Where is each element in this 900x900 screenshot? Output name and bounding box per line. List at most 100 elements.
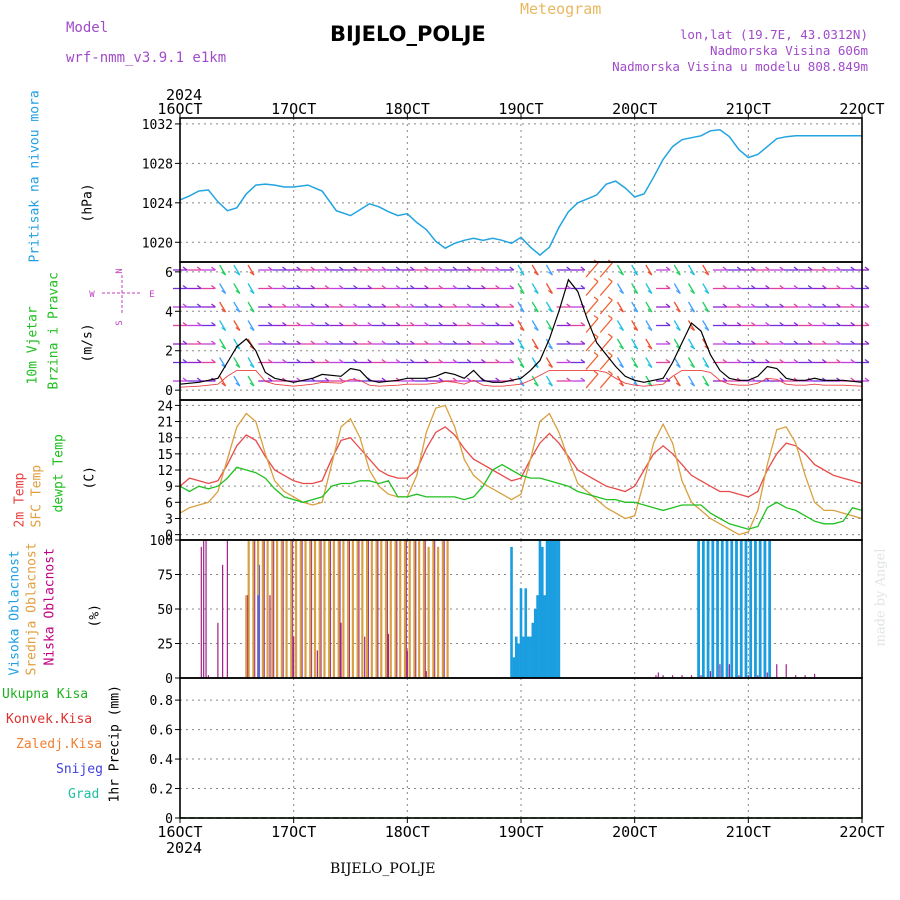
cloud-high-bar (739, 540, 743, 678)
wind-arrow (585, 355, 599, 370)
wind-arrow (531, 320, 539, 331)
wind-arrow-head (211, 358, 216, 364)
wind-arrow-head (704, 326, 710, 332)
wind-arrow-head (704, 271, 710, 276)
wind-arrow-head (249, 382, 255, 387)
wind-arrow-head (607, 333, 613, 338)
cloud-high-bar (720, 540, 724, 678)
wind-arrow-head (690, 363, 695, 369)
wind-arrow-head (452, 284, 458, 290)
wind-arrow-head (665, 340, 671, 345)
wind-arrow-head (395, 358, 401, 364)
wind-arrow-head (722, 340, 728, 345)
cloud-low-bar (785, 664, 787, 678)
wind-arrow (631, 301, 639, 313)
cloud-low-bar (205, 540, 207, 678)
cloud-low-bar (671, 675, 674, 678)
wind-arrow-head (533, 345, 539, 350)
wind-arrow-head (196, 358, 202, 364)
wind-arrow (247, 264, 255, 276)
wind-arrow-head (296, 284, 302, 290)
cloud-mid-bar (247, 540, 250, 678)
cloud-low-bar (434, 540, 436, 678)
wind-arrow-head (593, 296, 599, 301)
wind-arrow-head (338, 340, 344, 345)
wind-arrow-head (221, 289, 227, 295)
cloud-mid-bar (351, 540, 354, 678)
wind-arrow-head (466, 266, 472, 271)
wind-arrow-head (580, 321, 586, 327)
cloud-high-bar (768, 540, 772, 678)
wind-arrow-head (533, 382, 539, 387)
wind-arrow-head (235, 326, 241, 332)
wind-arrow-head (466, 303, 472, 308)
wind-arrow-head (395, 284, 401, 290)
wind-arrow-head (424, 284, 429, 290)
wind-arrow-head (519, 363, 525, 369)
pressure-tick-label: 1020 (142, 236, 173, 251)
wind-arrow-head (282, 266, 287, 271)
wind-arrow (247, 357, 255, 368)
cloud-low-bar (269, 595, 271, 678)
wind-arrow-head (338, 266, 344, 271)
wind-arrow-head (367, 266, 373, 271)
wind-arrow-head (466, 340, 472, 345)
wind-arrow (599, 373, 613, 389)
wind-arrow-head (675, 308, 681, 313)
wind-arrow-head (310, 340, 316, 345)
cloud-mid-bar (418, 540, 421, 678)
cloud-mid-bar (394, 540, 397, 678)
wind-arrow-head (836, 340, 841, 345)
cloud-low-bar (320, 540, 322, 678)
wind-arrow-head (182, 340, 188, 345)
cloud-mid-bar (294, 540, 298, 678)
wind-arrow-head (736, 340, 742, 345)
wind-arrow-head (836, 284, 841, 290)
wind-arrow-head (452, 377, 458, 382)
wind-arrow-head (807, 358, 813, 364)
cloud-high-bar (533, 609, 537, 678)
wind-arrow-head (409, 303, 415, 308)
cloud-mid-bar (285, 540, 288, 678)
cloud-high-bar (552, 540, 556, 678)
wind-arrow (219, 264, 227, 276)
precip-tick-label: 0.6 (150, 724, 173, 739)
wind-arrow-head (267, 284, 273, 290)
wind-arrow-head (480, 284, 486, 290)
wind-arrow-head (519, 326, 525, 332)
wind-arrow-head (409, 358, 415, 364)
cloud-low-bar (387, 633, 389, 678)
wind-arrow (616, 301, 625, 313)
wind-arrow-head (633, 308, 639, 313)
cloud-high-bar (763, 540, 767, 678)
wind-arrow-head (324, 358, 330, 364)
wind-arrow-head (580, 340, 586, 345)
temp-tick-label: 18 (157, 432, 173, 447)
wind-arrow-head (296, 303, 302, 308)
wind-arrow-head (675, 271, 681, 276)
wind-arrow-head (548, 363, 553, 369)
wind-arrow (645, 264, 653, 276)
cloud-low-bar (776, 664, 778, 678)
wind-arrow-head (221, 382, 227, 387)
cloud-low-bar (804, 675, 806, 678)
wind-arrow-head (580, 284, 586, 290)
wind-arrow (531, 264, 539, 276)
wind-arrow-head (367, 284, 373, 290)
wind-arrow-head (495, 321, 500, 327)
wind-arrow-head (690, 308, 695, 313)
wind-arrow-head (821, 266, 827, 271)
cloud-low-bar (690, 675, 693, 678)
temp-dewpt-line (179, 463, 863, 530)
cloud-low-bar (681, 675, 683, 678)
wind-arrow (673, 357, 681, 368)
temp-tick-label: 9 (165, 480, 173, 495)
wind-arrow-head (864, 340, 870, 345)
cloud-low-bar (339, 540, 341, 678)
wind-arrow-head (533, 326, 539, 332)
wind-arrow-head (211, 340, 216, 345)
cloud-mid-bar (446, 540, 449, 678)
wind-arrow (645, 338, 653, 350)
wind-arrow-head (580, 377, 586, 382)
wind-arrow-head (452, 303, 458, 308)
